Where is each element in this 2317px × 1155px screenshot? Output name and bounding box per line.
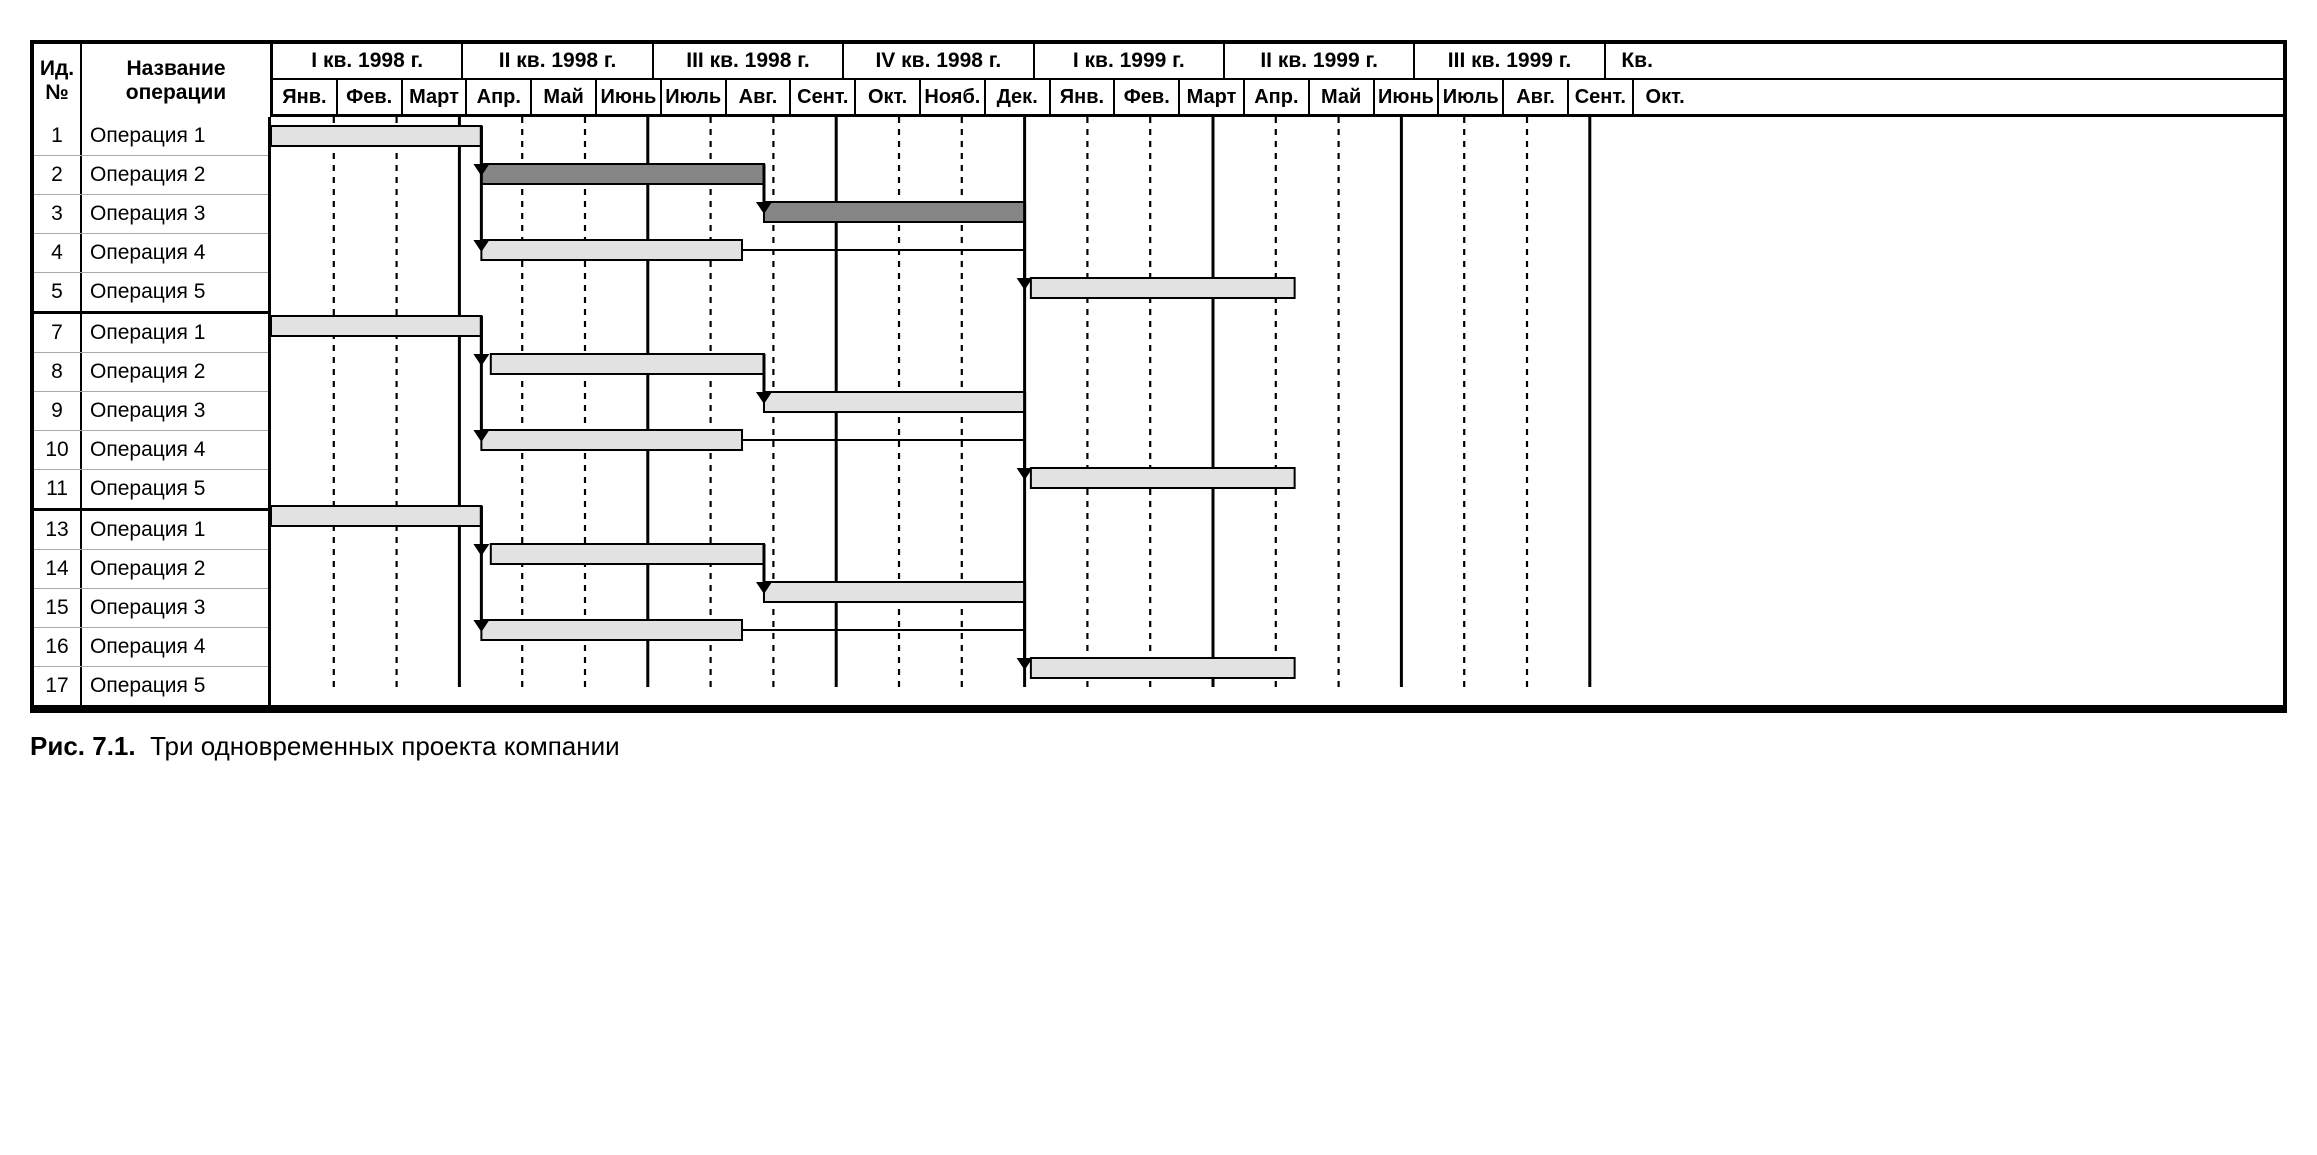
task-id: 16 [34,628,82,666]
gantt-bar [271,316,481,336]
task-row: 4Операция 4 [34,234,268,273]
quarter-header: III кв. 1999 г. [1415,44,1605,78]
task-name: Операция 2 [82,156,268,194]
month-header: Март [403,80,468,114]
quarter-header: Кв. [1606,44,1669,78]
task-name: Операция 4 [82,431,268,469]
gantt-bar [481,164,764,184]
task-row: 17Операция 5 [34,667,268,705]
task-name: Операция 5 [82,273,268,311]
month-header: Июнь [597,80,662,114]
month-header: Март [1180,80,1245,114]
gantt-bar [481,430,742,450]
task-id: 7 [34,314,82,352]
month-header: Янв. [1051,80,1116,114]
task-name: Операция 5 [82,470,268,508]
figure-caption: Рис. 7.1. Три одновременных проекта комп… [30,731,2287,762]
task-id: 15 [34,589,82,627]
task-name: Операция 4 [82,234,268,272]
id-header: Ид. № [34,44,82,117]
month-header: Сент. [791,80,856,114]
chart-body: 1Операция 12Операция 23Операция 34Операц… [34,117,2283,705]
month-header: Фев. [1115,80,1180,114]
task-name: Операция 1 [82,314,268,352]
name-header: Название операции [82,44,273,117]
task-id: 4 [34,234,82,272]
month-header: Фев. [338,80,403,114]
task-id: 8 [34,353,82,391]
task-row: 16Операция 4 [34,628,268,667]
month-header: Май [1310,80,1375,114]
task-id: 14 [34,550,82,588]
task-id: 17 [34,667,82,705]
quarter-header: IV кв. 1998 г. [844,44,1034,78]
task-id: 3 [34,195,82,233]
task-row: 11Операция 5 [34,470,268,511]
gantt-bar [764,202,1025,222]
gantt-bar [481,240,742,260]
quarter-header: II кв. 1998 г. [463,44,653,78]
month-header: Нояб. [921,80,986,114]
task-row: 14Операция 2 [34,550,268,589]
task-name: Операция 1 [82,511,268,549]
gantt-bar [271,126,481,146]
gantt-bar [1031,278,1295,298]
month-header: Окт. [856,80,921,114]
month-header: Сент. [1569,80,1634,114]
task-name: Операция 5 [82,667,268,705]
month-header: Май [532,80,597,114]
task-name: Операция 1 [82,117,268,155]
gantt-bar [271,506,481,526]
task-row: 2Операция 2 [34,156,268,195]
task-name: Операция 3 [82,392,268,430]
quarter-header: II кв. 1999 г. [1225,44,1415,78]
task-row: 13Операция 1 [34,511,268,550]
gantt-bar [491,544,764,564]
month-header: Апр. [1245,80,1310,114]
task-name: Операция 2 [82,353,268,391]
gantt-chart: Ид. № Название операции I кв. 1998 г.II … [30,40,2287,709]
task-id: 1 [34,117,82,155]
task-row: 9Операция 3 [34,392,268,431]
task-id: 11 [34,470,82,508]
task-row: 15Операция 3 [34,589,268,628]
quarter-header: I кв. 1998 г. [273,44,463,78]
month-header: Авг. [727,80,792,114]
gantt-bar [491,354,764,374]
gantt-bar [481,620,742,640]
gantt-bar [764,582,1025,602]
task-id: 5 [34,273,82,311]
task-row: 5Операция 5 [34,273,268,314]
task-name: Операция 2 [82,550,268,588]
month-header: Янв. [273,80,338,114]
task-id: 13 [34,511,82,549]
header-row: Ид. № Название операции I кв. 1998 г.II … [34,44,2283,117]
caption-label: Рис. 7.1. [30,731,136,761]
task-name: Операция 3 [82,195,268,233]
gantt-bar [764,392,1025,412]
month-header: Июль [662,80,727,114]
month-header: Дек. [986,80,1051,114]
month-header: Июль [1439,80,1504,114]
month-header: Апр. [467,80,532,114]
task-id: 9 [34,392,82,430]
task-row: 1Операция 1 [34,117,268,156]
gantt-bar [1031,658,1295,678]
caption-text: Три одновременных проекта компании [150,731,620,761]
quarter-header: I кв. 1999 г. [1035,44,1225,78]
gantt-bar [1031,468,1295,488]
month-header: Окт. [1634,80,1697,114]
task-name: Операция 3 [82,589,268,627]
task-row: 8Операция 2 [34,353,268,392]
month-header: Июнь [1375,80,1440,114]
quarter-header: III кв. 1998 г. [654,44,844,78]
task-id: 10 [34,431,82,469]
task-row: 7Операция 1 [34,314,268,353]
task-name: Операция 4 [82,628,268,666]
task-row: 10Операция 4 [34,431,268,470]
task-row: 3Операция 3 [34,195,268,234]
month-header: Авг. [1504,80,1569,114]
task-id: 2 [34,156,82,194]
